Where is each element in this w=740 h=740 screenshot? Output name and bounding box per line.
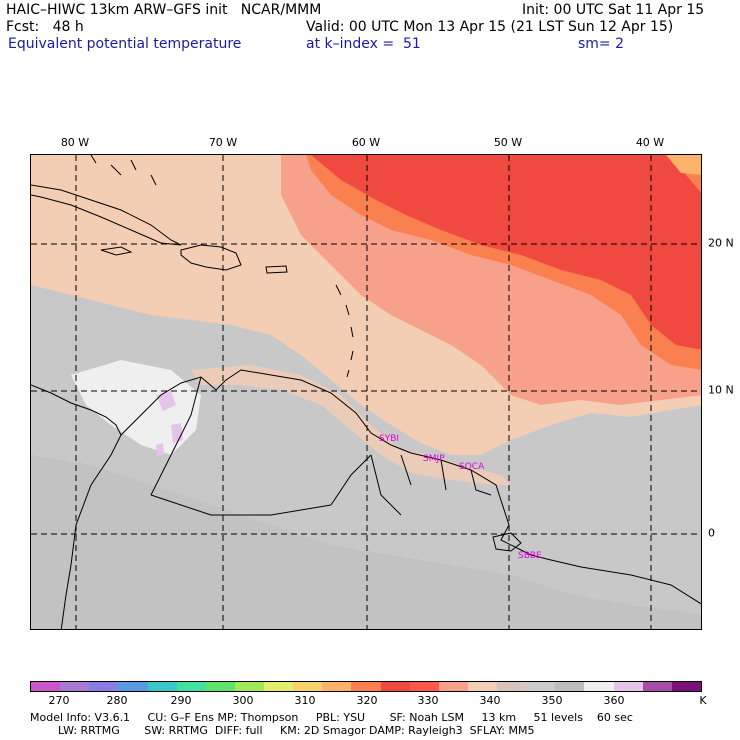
coastlines (31, 155, 701, 629)
colorbar-swatch (60, 682, 90, 691)
colorbar-label-350: 350 (541, 694, 563, 707)
colorbar-swatch (613, 682, 643, 691)
lon-label-60w: 60 W (351, 136, 381, 149)
colorbar-swatch (205, 682, 235, 691)
station-soca: SOCA (459, 462, 485, 472)
colorbar-swatch (118, 682, 148, 691)
lon-label-50w: 50 W (493, 136, 523, 149)
lon-label-70w: 70 W (208, 136, 238, 149)
colorbar-swatch (467, 682, 497, 691)
graticule (31, 155, 701, 629)
valid-time: Valid: 00 UTC Mon 13 Apr 15 (21 LST Sun … (306, 19, 674, 35)
coast-hispaniola (180, 244, 242, 271)
colorbar-swatch (438, 682, 468, 691)
init-time: Init: 00 UTC Sat 11 Apr 15 (522, 2, 705, 18)
country-borders (150, 376, 492, 516)
lat-label-10n: 10 N (708, 383, 734, 397)
lon-label-80w: 80 W (60, 136, 90, 149)
colorbar-unit: K (699, 694, 707, 707)
colorbar-label-320: 320 (356, 694, 378, 707)
theta-e-map: SYBI SMJP SOCA SBBE (31, 155, 701, 629)
colorbar-swatch (176, 682, 206, 691)
colorbar-label-300: 300 (232, 694, 254, 707)
station-sybi: SYBI (379, 434, 399, 444)
colorbar-swatch (409, 682, 439, 691)
colorbar-swatch (293, 682, 323, 691)
colorbar-label-280: 280 (106, 694, 128, 707)
colorbar-swatch (584, 682, 614, 691)
colorbar-swatch (671, 682, 701, 691)
lat-label-0: 0 (708, 526, 715, 540)
lon-label-40w: 40 W (635, 136, 665, 149)
colorbar-label-310: 310 (294, 694, 316, 707)
station-sbbe: SBBE (518, 551, 542, 561)
colorbar-label-330: 330 (417, 694, 439, 707)
field-patch-365K (156, 391, 183, 456)
colorbar-label-360: 360 (603, 694, 625, 707)
level-info: at k–index = 51 (306, 36, 421, 52)
model-info-line2: LW: RRTMG SW: RRTMG DIFF: full KM: 2D Sm… (30, 724, 535, 737)
field-band-335K (311, 155, 701, 350)
smoothing-info: sm= 2 (578, 36, 625, 52)
colorbar-swatch (147, 682, 177, 691)
colorbar-swatch (555, 682, 585, 691)
coast-bahamas (90, 155, 157, 186)
colorbar (30, 681, 702, 692)
coast-puerto-rico (265, 265, 288, 274)
map-panel: SYBI SMJP SOCA SBBE (30, 154, 702, 630)
colorbar-swatch (322, 682, 352, 691)
coast-pacific-sa (60, 434, 122, 629)
forecast-hour: Fcst: 48 h (6, 19, 84, 35)
coast-central-america (31, 384, 122, 436)
model-info-line1: Model Info: V3.6.1 CU: G–F Ens MP: Thomp… (30, 711, 633, 724)
colorbar-label-290: 290 (170, 694, 192, 707)
colorbar-swatch (234, 682, 264, 691)
colorbar-swatch (89, 682, 119, 691)
field-name: Equivalent potential temperature (8, 36, 242, 52)
colorbar-swatch (497, 682, 527, 691)
coast-south-america (120, 369, 701, 605)
field-band-320K (666, 155, 701, 175)
station-smjp: SMJP (423, 454, 445, 464)
field-band-355K (31, 455, 701, 629)
field-band-360K (71, 360, 201, 455)
coast-marajo (492, 532, 522, 552)
lat-label-20n: 20 N (708, 236, 734, 250)
colorbar-swatch (31, 682, 61, 691)
coast-jamaica (100, 246, 133, 256)
coast-lesser-antilles (335, 284, 354, 378)
colorbar-swatch (264, 682, 294, 691)
model-title: HAIC–HIWC 13km ARW–GFS init NCAR/MMM (6, 2, 322, 18)
colorbar-swatch (526, 682, 556, 691)
coast-cuba (31, 184, 182, 246)
colorbar-label-340: 340 (479, 694, 501, 707)
colorbar-swatch (351, 682, 381, 691)
field-coastal-340K (191, 365, 511, 485)
colorbar-swatch (380, 682, 410, 691)
colorbar-label-270: 270 (48, 694, 70, 707)
colorbar-swatch (642, 682, 672, 691)
